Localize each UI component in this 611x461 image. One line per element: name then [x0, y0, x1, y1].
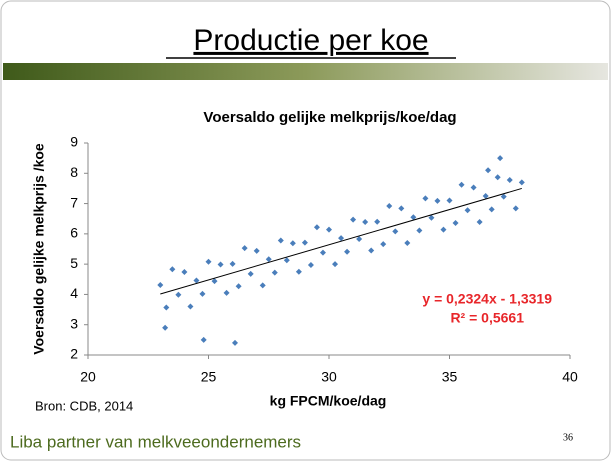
- slide-title: Productie per koe: [193, 24, 428, 57]
- point: [175, 291, 182, 298]
- point: [265, 256, 272, 263]
- point: [223, 289, 230, 296]
- point: [488, 206, 495, 213]
- y-tick-label: 7: [70, 194, 78, 210]
- point: [205, 258, 212, 265]
- point: [422, 195, 429, 202]
- point: [512, 205, 519, 212]
- point: [356, 236, 363, 243]
- point: [163, 304, 170, 311]
- y-tick-label: 8: [70, 164, 78, 180]
- point: [392, 228, 399, 235]
- page-number: 36: [563, 432, 573, 443]
- annotation: y = 0,2324x - 1,3319: [422, 291, 552, 307]
- point: [476, 219, 483, 226]
- point: [434, 197, 441, 204]
- point: [404, 239, 411, 246]
- x-tick-label: 40: [562, 369, 578, 385]
- point: [187, 303, 194, 310]
- annotation: R² = 0,5661: [450, 310, 524, 326]
- point: [485, 167, 492, 174]
- point: [295, 268, 302, 275]
- point: [458, 181, 465, 188]
- point: [446, 197, 453, 204]
- point: [494, 174, 501, 181]
- point: [374, 218, 381, 225]
- point: [326, 226, 332, 233]
- point: [350, 216, 357, 223]
- point: [482, 193, 489, 199]
- point: [470, 184, 477, 191]
- point: [338, 235, 345, 242]
- y-tick-label: 4: [70, 285, 78, 301]
- point: [506, 176, 513, 183]
- point: [241, 245, 248, 252]
- point: [232, 339, 239, 346]
- y-axis-label: Voersaldo gelijke melkprijs /koe: [31, 143, 47, 355]
- point: [398, 205, 405, 212]
- y-tick-label: 6: [70, 225, 78, 241]
- footer: Liba partner van melkveeondernemers: [10, 432, 301, 451]
- point: [277, 237, 284, 244]
- point: [301, 239, 308, 246]
- point: [368, 247, 375, 254]
- point: [386, 202, 393, 209]
- point: [181, 269, 188, 276]
- point: [518, 179, 525, 186]
- point: [428, 214, 435, 221]
- point: [193, 277, 200, 284]
- point: [452, 219, 459, 226]
- point: [253, 247, 260, 254]
- source: Bron: CDB, 2014: [35, 398, 133, 413]
- point: [199, 290, 206, 297]
- point: [217, 261, 224, 268]
- x-axis-label: kg FPCM/koe/dag: [270, 393, 387, 409]
- y-tick-label: 9: [70, 134, 78, 150]
- trendline: [160, 187, 522, 295]
- x-tick-label: 20: [80, 369, 96, 385]
- point: [319, 249, 326, 256]
- x-tick-label: 30: [321, 369, 337, 385]
- y-tick-label: 2: [70, 346, 78, 362]
- point: [332, 261, 339, 268]
- chart-title: Voersaldo gelijke melkprijs/koe/dag: [203, 109, 456, 126]
- plot: 2 3 4 5 6 7 8 9 20 25 30 35 40 y = 0,2324x - 1,3319 R²…: [70, 134, 578, 385]
- point: [271, 269, 278, 276]
- point: [289, 240, 296, 247]
- x-tick-label: 35: [442, 369, 458, 385]
- point: [344, 248, 351, 255]
- point: [247, 270, 254, 277]
- point: [200, 336, 207, 343]
- y-tick-label: 3: [70, 315, 78, 331]
- point: [416, 227, 423, 234]
- point: [235, 283, 242, 290]
- point: [380, 241, 387, 248]
- point: [313, 224, 320, 231]
- point: [169, 266, 176, 273]
- point: [362, 219, 369, 226]
- point: [259, 282, 266, 289]
- point: [307, 262, 314, 269]
- point: [283, 257, 290, 264]
- point: [211, 278, 218, 285]
- point: [464, 207, 471, 214]
- point: [229, 260, 236, 267]
- point: [497, 155, 504, 162]
- y-tick-label: 5: [70, 255, 78, 271]
- x-tick-label: 25: [201, 369, 217, 385]
- header-band: [3, 63, 608, 80]
- point: [440, 226, 447, 233]
- point: [500, 193, 507, 200]
- point: [162, 324, 169, 331]
- point: [157, 282, 164, 289]
- point: [410, 214, 417, 221]
